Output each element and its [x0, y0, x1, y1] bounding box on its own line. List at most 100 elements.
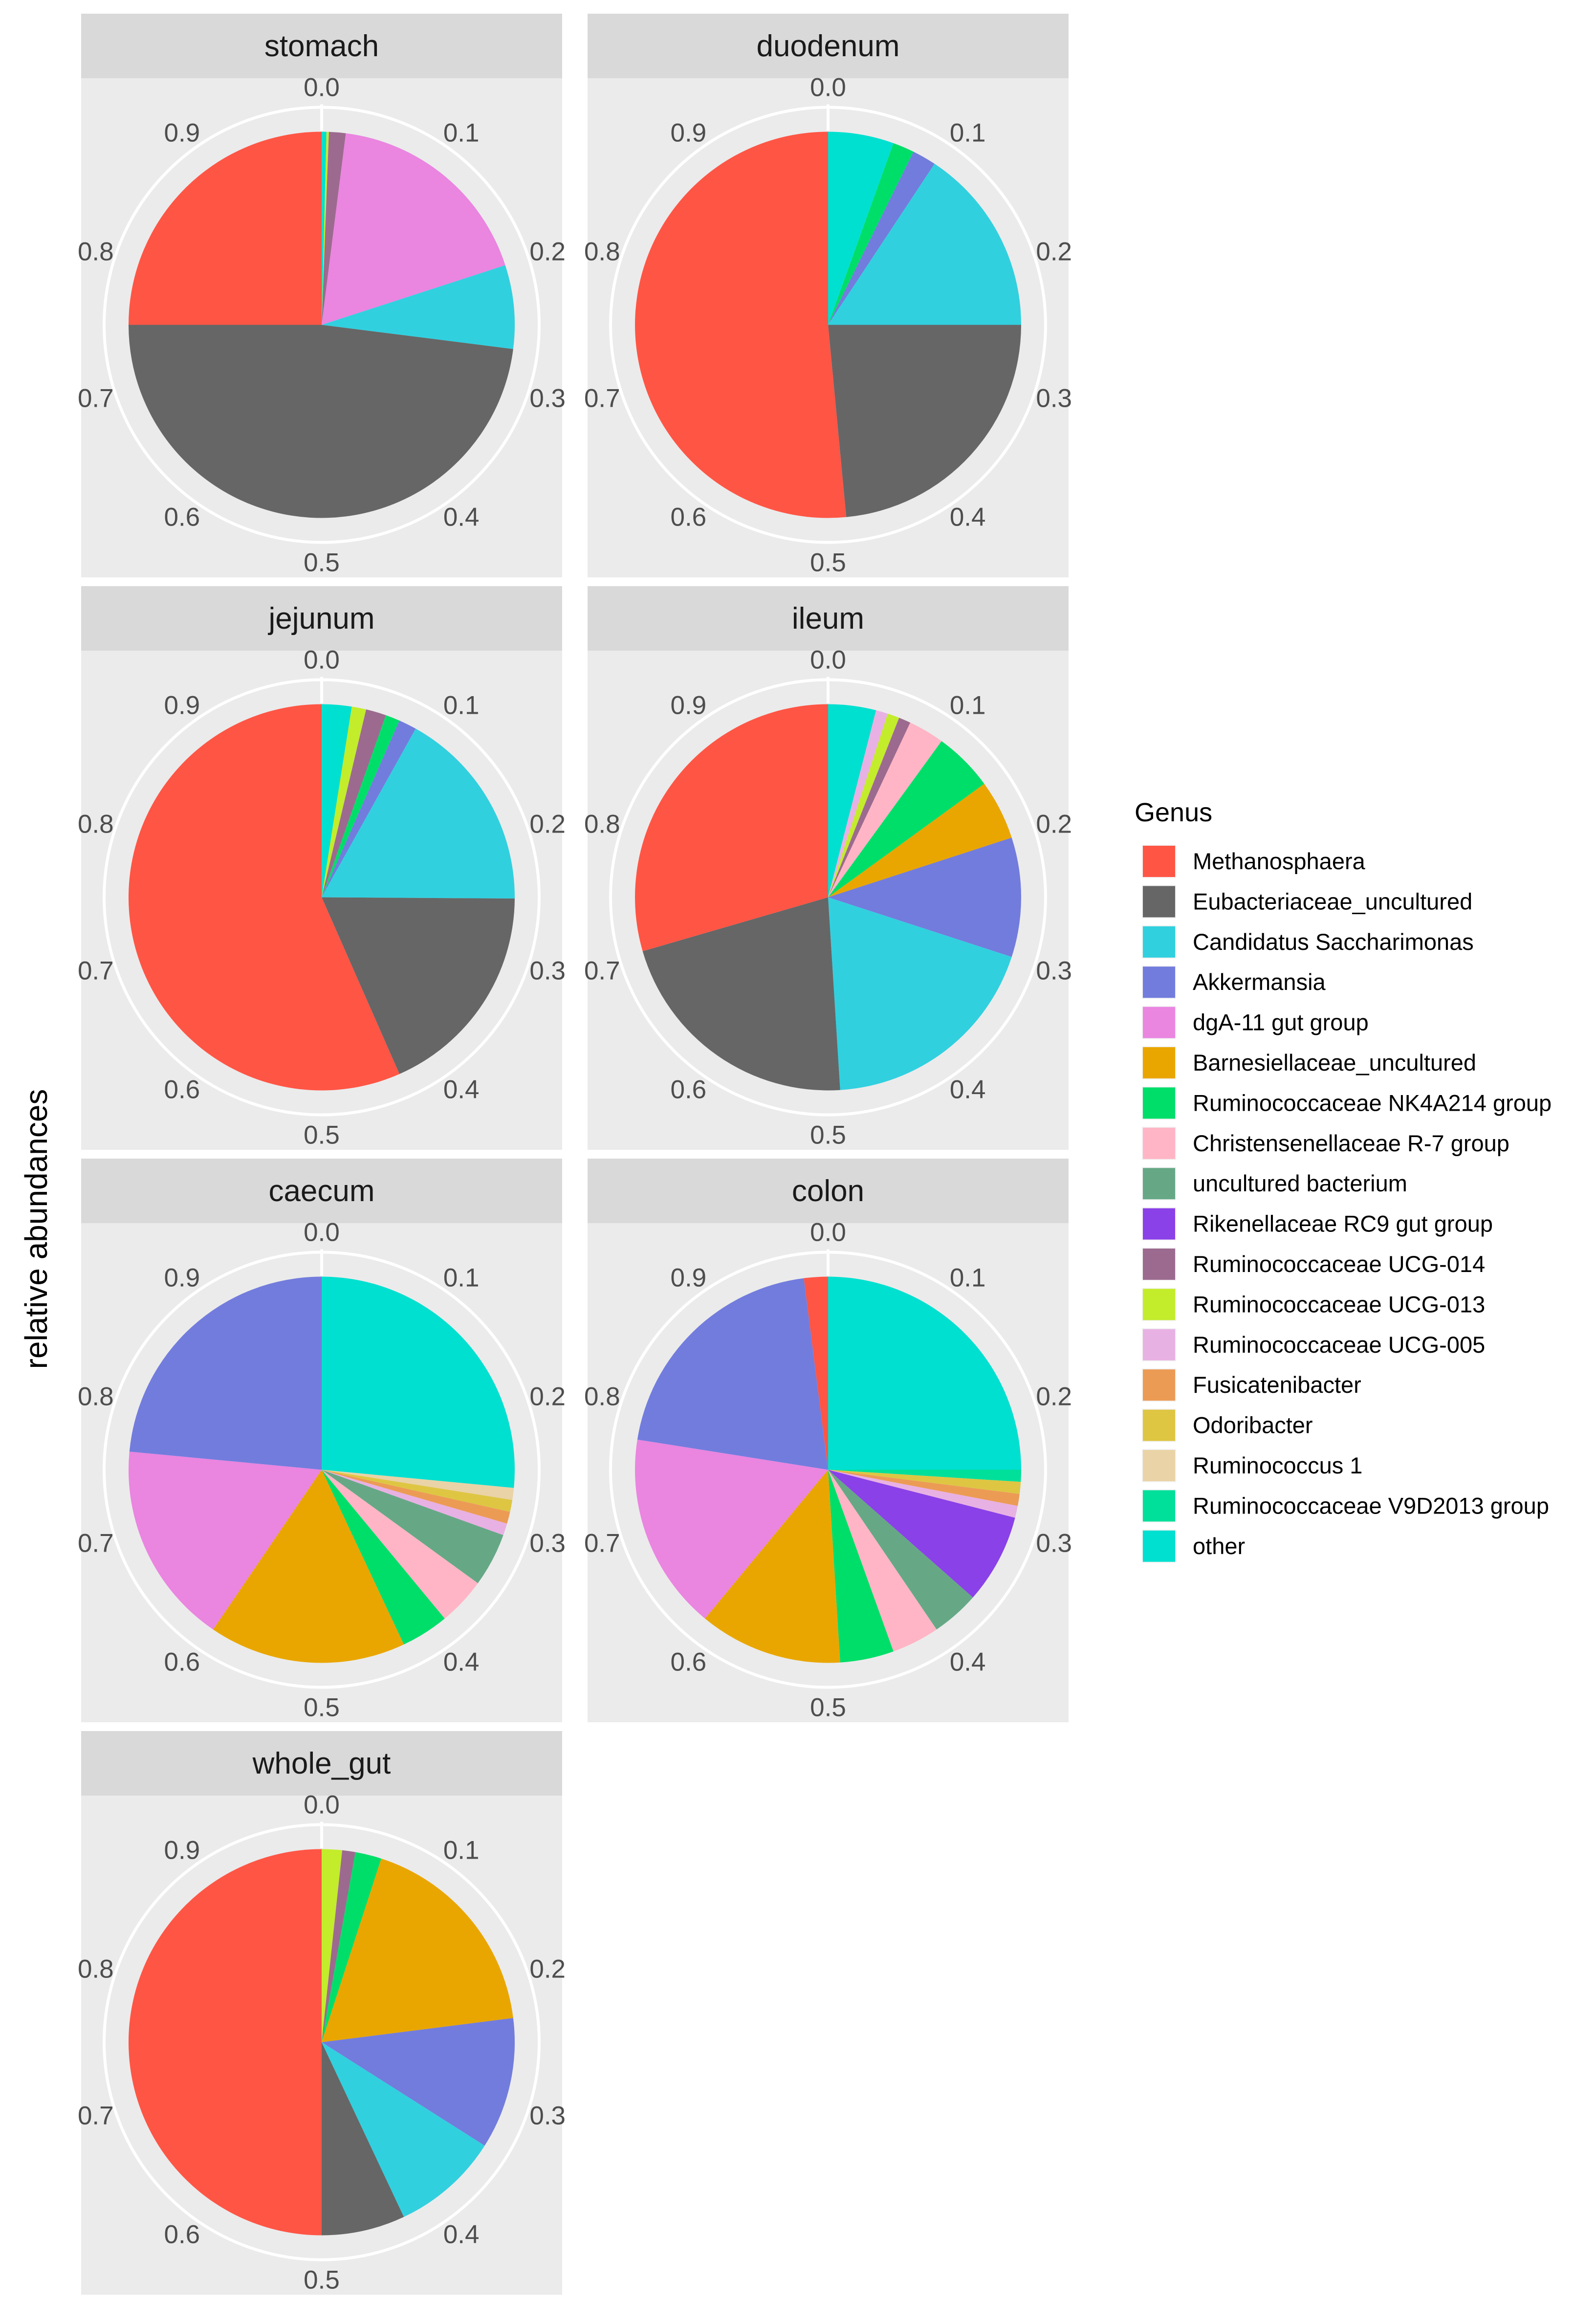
legend-label-ruminococcaceae-nk4a214-group: Ruminococcaceae NK4A214 group — [1193, 1090, 1552, 1116]
legend-swatch-ruminococcaceae-ucg-013 — [1143, 1289, 1175, 1320]
strip-caecum — [81, 1159, 562, 1223]
tick-label: 0.6 — [164, 503, 200, 532]
tick-label: 0.0 — [304, 1791, 340, 1820]
tick-label: 0.0 — [304, 646, 340, 675]
tick-label: 0.3 — [529, 957, 566, 986]
legend-label-fusicatenibacter: Fusicatenibacter — [1193, 1372, 1361, 1398]
tick-label: 0.7 — [584, 957, 620, 986]
tick-label: 0.0 — [810, 73, 846, 102]
y-axis-label: relative abundances — [19, 1089, 54, 1369]
tick-label: 0.6 — [164, 2220, 200, 2249]
strip-jejunum — [81, 586, 562, 651]
slice-stomach-ruminococcaceae-ucg-014 — [322, 132, 346, 325]
tick-label: 0.7 — [584, 1529, 620, 1558]
strip-title-ileum: ileum — [792, 602, 864, 636]
tick-label: 0.9 — [164, 691, 200, 720]
legend-label-akkermansia: Akkermansia — [1193, 969, 1326, 995]
legend-title: Genus — [1135, 798, 1212, 827]
tick-label: 0.3 — [1036, 957, 1072, 986]
slice-whole-gut-ruminococcaceae-ucg-013 — [322, 1849, 343, 2042]
slice-whole-gut-ruminococcaceae-ucg-014 — [322, 1850, 356, 2042]
tick-label: 0.2 — [1036, 810, 1072, 838]
slice-ileum-ruminococcaceae-ucg-005 — [828, 710, 888, 898]
legend-swatch-barnesiellaceae-uncultured — [1143, 1047, 1175, 1078]
legend-label-uncultured-bacterium: uncultured bacterium — [1193, 1170, 1407, 1196]
tick-label: 0.8 — [78, 237, 114, 266]
slice-duodenum-ruminococcaceae-nk4a214-group — [828, 143, 914, 325]
legend: Genus Methanosphaera Eubacteriaceae_uncult… — [1135, 798, 1552, 1563]
strip-stomach — [81, 14, 562, 78]
slice-colon-odoribacter — [828, 1470, 1021, 1494]
legend-label-ruminococcus-1: Ruminococcus 1 — [1193, 1452, 1362, 1478]
tick-label: 0.4 — [950, 503, 986, 532]
tick-label: 0.8 — [584, 1382, 620, 1411]
strip-duodenum — [588, 14, 1069, 78]
slice-ileum-methanosphaera — [635, 704, 828, 951]
strip-title-jejunum: jejunum — [267, 602, 374, 636]
tick-label: 0.6 — [670, 503, 706, 532]
strip-colon — [588, 1159, 1069, 1223]
tick-label: 0.7 — [78, 957, 114, 986]
slice-caecum-ruminococcaceae-ucg-005 — [322, 1470, 507, 1536]
tick-label: 0.2 — [529, 1954, 566, 1983]
tick-label: 0.2 — [1036, 237, 1072, 266]
tick-label: 0.1 — [950, 691, 986, 720]
slice-colon-uncultured-bacterium — [828, 1470, 973, 1630]
slice-caecum-other — [322, 1276, 515, 1488]
tick-label: 0.0 — [304, 73, 340, 102]
slice-stomach-eubacteriaceae-uncultured — [129, 325, 513, 518]
slice-jejunum-ruminococcaceae-ucg-013 — [322, 706, 367, 898]
tick-label: 0.8 — [78, 1954, 114, 1983]
tick-label: 0.0 — [810, 646, 846, 675]
strip-ileum — [588, 586, 1069, 651]
tick-label: 0.4 — [950, 1648, 986, 1677]
legend-swatch-ruminococcaceae-v9d2013-group — [1143, 1490, 1175, 1522]
slice-caecum-christensenellaceae-r-7-group — [322, 1470, 478, 1619]
tick-label: 0.2 — [529, 237, 566, 266]
tick-label: 0.9 — [670, 118, 706, 147]
legend-label-methanosphaera: Methanosphaera — [1193, 848, 1366, 874]
slice-whole-gut-akkermansia — [322, 2018, 515, 2146]
legend-swatch-fusicatenibacter — [1143, 1369, 1175, 1401]
tick-label: 0.8 — [78, 1382, 114, 1411]
tick-label: 0.0 — [304, 1218, 340, 1247]
legend-swatch-dga-11-gut-group — [1143, 1007, 1175, 1038]
slice-colon-ruminococcaceae-ucg-005 — [828, 1470, 1018, 1518]
slice-duodenum-methanosphaera — [635, 132, 847, 518]
tick-label: 0.1 — [950, 1263, 986, 1292]
tick-label: 0.5 — [810, 549, 846, 577]
legend-label-ruminococcaceae-ucg-005: Ruminococcaceae UCG-005 — [1193, 1332, 1485, 1358]
slice-jejunum-akkermansia — [322, 720, 416, 898]
tick-label: 0.8 — [584, 810, 620, 838]
tick-label: 0.5 — [304, 1121, 340, 1150]
slice-ileum-ruminococcaceae-nk4a214-group — [828, 741, 984, 898]
legend-label-odoribacter: Odoribacter — [1193, 1412, 1313, 1438]
slice-colon-ruminococcaceae-nk4a214-group — [828, 1470, 894, 1663]
panel-ileum: ileum 0.0 0.1 0.2 0.3 0.4 0.5 0.6 0.7 0.8 0.9 — [584, 586, 1072, 1150]
legend-swatch-ruminococcaceae-nk4a214-group — [1143, 1087, 1175, 1119]
panel-stomach: stomach 0.0 0.1 0.2 0.3 0.4 0.5 0.6 0.7 0.8 0.9 — [78, 14, 566, 577]
legend-swatch-akkermansia — [1143, 966, 1175, 998]
slice-caecum-ruminococcaceae-nk4a214-group — [322, 1470, 445, 1645]
slice-caecum-ruminococcus-1 — [322, 1470, 514, 1500]
tick-label: 0.2 — [529, 1382, 566, 1411]
slice-whole-gut-eubacteriaceae-uncultured — [322, 2042, 404, 2236]
legend-swatch-uncultured-bacterium — [1143, 1168, 1175, 1200]
tick-label: 0.3 — [529, 2102, 566, 2130]
tick-label: 0.3 — [1036, 384, 1072, 413]
tick-label: 0.1 — [443, 118, 480, 147]
slice-ileum-barnesiellaceae-uncultured — [828, 784, 1012, 898]
slice-duodenum-akkermansia — [828, 152, 935, 325]
legend-swatch-other — [1143, 1530, 1175, 1562]
legend-label-barnesiellaceae-uncultured: Barnesiellaceae_uncultured — [1193, 1050, 1476, 1075]
legend-swatch-eubacteriaceae-uncultured — [1143, 886, 1175, 918]
tick-label: 0.7 — [78, 2102, 114, 2130]
legend-swatch-rikenellaceae-rc9-gut-group — [1143, 1208, 1175, 1240]
slice-duodenum-other — [828, 132, 894, 325]
legend-swatch-ruminococcaceae-ucg-014 — [1143, 1249, 1175, 1280]
slice-stomach-dga-11-gut-group — [322, 133, 505, 325]
slice-ileum-akkermansia — [828, 837, 1021, 957]
tick-label: 0.6 — [164, 1648, 200, 1677]
tick-label: 0.3 — [529, 384, 566, 413]
tick-label: 0.5 — [810, 1121, 846, 1150]
